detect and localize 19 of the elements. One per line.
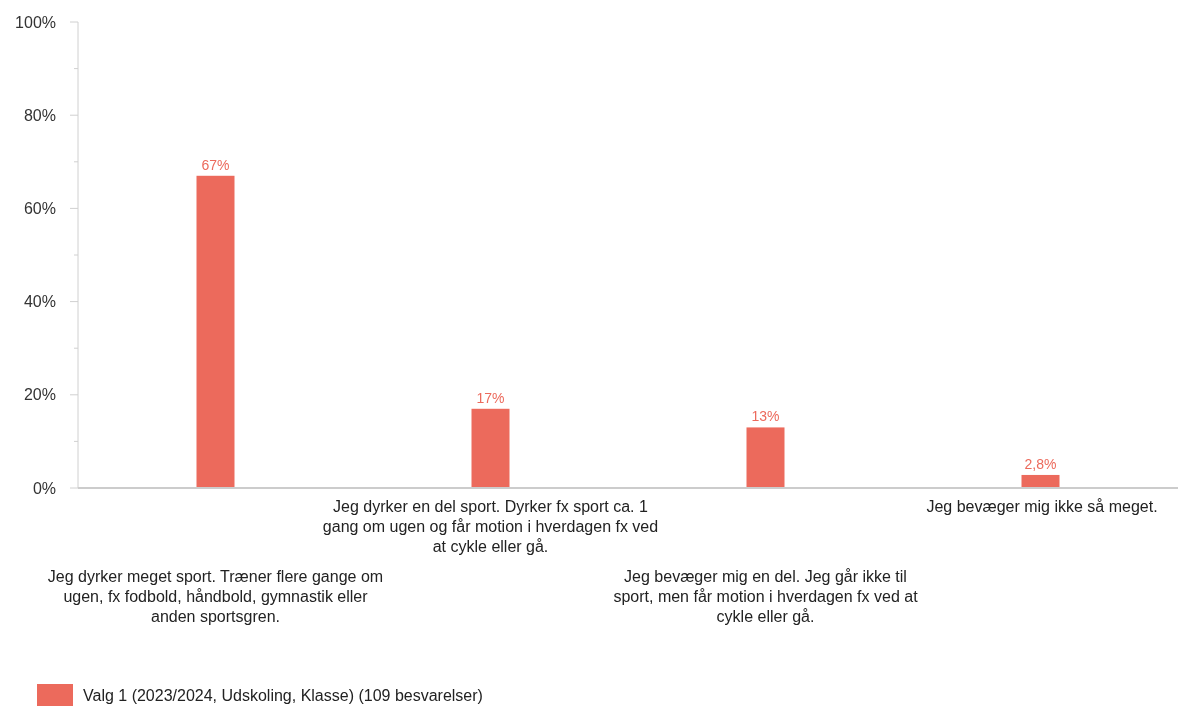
y-tick-label: 40%	[23, 293, 56, 311]
data-label: 17%	[476, 389, 505, 406]
x-tick-label: Jeg bevæger mig ikke så meget.	[926, 498, 1158, 515]
bar	[1021, 474, 1060, 488]
bar	[196, 175, 235, 488]
y-tick-label: 80%	[23, 106, 56, 124]
y-tick-label: 20%	[23, 386, 56, 404]
x-tick-label: Jeg dyrker en del sport. Dyrker fx sport ca. 1 gang om ugen og får motion i hverdagen fx ved at cykle eller gå.	[322, 498, 659, 555]
y-tick-label: 100%	[15, 13, 56, 31]
bar	[746, 427, 785, 488]
y-tick-label: 0%	[32, 479, 56, 497]
bar	[471, 408, 510, 488]
x-tick-label: Jeg bevæger mig en del. Jeg går ikke til sport, men får motion i hverdagen fx ved at cykle eller gå.	[613, 568, 919, 625]
data-label: 2,8%	[1024, 455, 1057, 472]
y-tick-label: 60%	[23, 200, 56, 217]
x-tick-label: Jeg dyrker meget sport. Træner flere gange om ugen, fx fodbold, håndbold, gymnastik eller anden sportsgren.	[47, 568, 384, 625]
data-label: 67%	[201, 156, 230, 173]
data-label: 13%	[751, 408, 780, 425]
legend-label: Valg 1 (2023/2024, Udskoling, Klasse) (109 besvarelser)	[83, 686, 483, 704]
